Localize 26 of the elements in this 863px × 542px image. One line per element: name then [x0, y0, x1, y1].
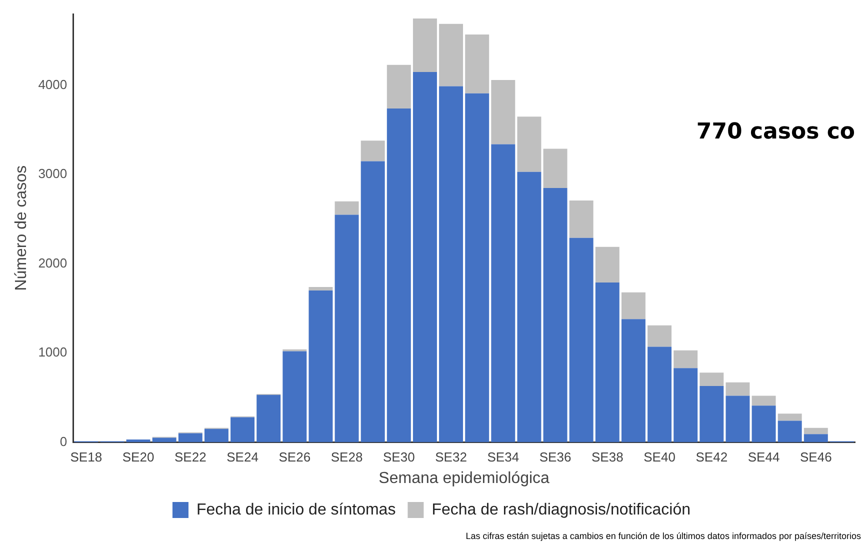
x-tick-label: SE38 — [592, 450, 624, 465]
x-axis-title: Semana epidemiológica — [378, 470, 550, 487]
y-axis-title: Número de casos — [13, 165, 30, 291]
x-tick-label: SE30 — [382, 450, 415, 465]
x-tick-label: SE44 — [748, 450, 780, 465]
y-tick-label: 1000 — [38, 344, 68, 360]
x-tick-label: SE34 — [487, 450, 520, 465]
x-tick-label: SE24 — [226, 450, 258, 465]
x-tick-label: SE20 — [122, 450, 154, 465]
y-tick-label: 2000 — [38, 255, 68, 270]
x-tick-label: SE28 — [330, 450, 363, 465]
x-tick-label: SE32 — [435, 450, 467, 465]
y-tick-label: 4000 — [38, 76, 68, 92]
text: Las cifras están sujetas a cambios en función de los últimos datos informados por países/territorios — [466, 530, 862, 541]
x-tick-label: SE36 — [539, 450, 572, 465]
x-tick-label: SE18 — [70, 450, 102, 465]
x-tick-label: SE40 — [644, 450, 676, 465]
y-tick-label: 3000 — [38, 166, 68, 182]
x-tick-label: SE22 — [174, 450, 206, 465]
x-tick-label: SE26 — [278, 450, 311, 465]
x-tick-label: SE46 — [800, 450, 832, 465]
annotation: 770 casos co — [696, 120, 855, 145]
legend-label: Fecha de rash/diagnosis/notificación — [432, 501, 691, 518]
legend-label: Fecha de inicio de síntomas — [196, 501, 396, 518]
x-tick-label: SE42 — [696, 450, 728, 465]
y-tick-label: 0 — [60, 434, 68, 449]
